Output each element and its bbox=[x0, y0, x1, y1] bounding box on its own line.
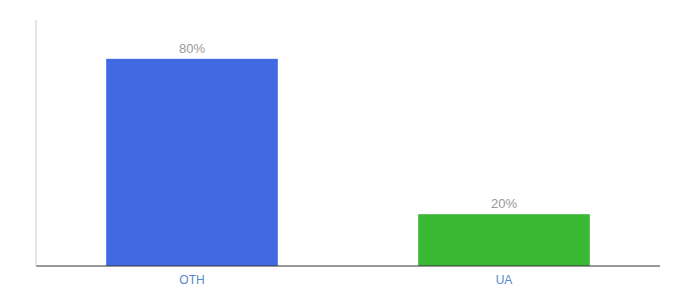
bar bbox=[418, 214, 590, 266]
chart: OTH UA 80% 20% bbox=[0, 0, 680, 300]
chart-container: OTH UA 80% 20% bbox=[0, 0, 680, 300]
x-tick-label: OTH bbox=[179, 273, 204, 287]
data-labels: 80% 20% bbox=[179, 41, 517, 211]
data-label: 20% bbox=[491, 196, 517, 211]
x-tick-label: UA bbox=[496, 273, 513, 287]
x-axis-line bbox=[36, 266, 660, 267]
bar bbox=[106, 59, 278, 266]
data-label: 80% bbox=[179, 41, 205, 56]
bars bbox=[106, 59, 590, 266]
page: {"chart_data": {"type": "bar", "categori… bbox=[0, 0, 680, 300]
y-axis-line bbox=[36, 20, 37, 266]
